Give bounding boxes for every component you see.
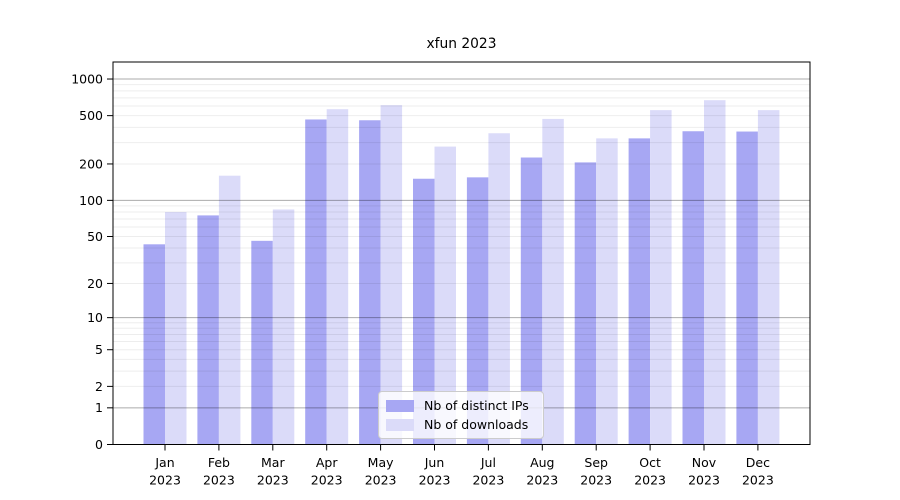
x-tick-label-year: 2023 xyxy=(419,473,451,488)
bar xyxy=(682,131,704,445)
x-tick-label-year: 2023 xyxy=(688,473,720,488)
x-tick-label-year: 2023 xyxy=(311,473,343,488)
bar xyxy=(305,119,327,445)
legend-item-downloads: Nb of downloads xyxy=(386,416,535,433)
x-tick-label-year: 2023 xyxy=(634,473,666,488)
x-tick-label-month: Feb xyxy=(208,455,230,470)
bar xyxy=(434,146,456,445)
x-tick-label-year: 2023 xyxy=(203,473,235,488)
bar xyxy=(542,118,564,445)
bar xyxy=(488,133,510,445)
bar xyxy=(520,157,543,445)
x-tick-label-year: 2023 xyxy=(149,473,181,488)
x-tick-label-year: 2023 xyxy=(742,473,774,488)
legend-label-distinct-ips: Nb of distinct IPs xyxy=(424,398,529,413)
x-tick-label-month: Sep xyxy=(584,455,608,470)
bar xyxy=(596,138,618,445)
x-tick-label-month: Nov xyxy=(692,455,717,470)
x-tick-label-year: 2023 xyxy=(365,473,397,488)
bar xyxy=(197,215,219,445)
y-tick-label: 10 xyxy=(87,310,103,325)
legend-label-downloads: Nb of downloads xyxy=(424,417,529,432)
x-tick-label-month: Jan xyxy=(154,455,174,470)
legend-item-distinct-ips: Nb of distinct IPs xyxy=(386,397,535,414)
y-tick-label: 20 xyxy=(87,276,103,291)
x-tick-label-month: May xyxy=(368,455,394,470)
bar xyxy=(380,105,403,445)
y-tick-label: 1000 xyxy=(71,71,103,86)
bar xyxy=(272,209,295,445)
bar xyxy=(143,244,165,445)
chart-title: xfun 2023 xyxy=(426,36,497,52)
bar xyxy=(251,240,273,445)
y-tick-label: 0 xyxy=(95,437,103,452)
x-tick-label-month: Oct xyxy=(639,455,661,470)
bar xyxy=(413,178,435,445)
y-tick-label: 2 xyxy=(95,379,103,394)
y-tick-label: 500 xyxy=(79,108,103,123)
y-tick-label: 50 xyxy=(87,229,103,244)
x-tick-label-year: 2023 xyxy=(526,473,558,488)
y-tick-label: 200 xyxy=(79,156,103,171)
bar xyxy=(326,109,349,445)
y-tick-label: 100 xyxy=(79,193,103,208)
x-tick-label-month: Jul xyxy=(480,455,496,470)
x-tick-label-month: Aug xyxy=(530,455,554,470)
x-tick-label-year: 2023 xyxy=(472,473,504,488)
legend-swatch-downloads xyxy=(386,418,414,431)
y-tick-label: 1 xyxy=(95,400,103,415)
bar xyxy=(359,120,381,445)
bar xyxy=(650,110,672,445)
bar xyxy=(704,100,726,445)
y-tick-label: 5 xyxy=(95,342,103,357)
bar xyxy=(736,131,758,445)
legend-swatch-distinct-ips xyxy=(386,399,414,412)
x-tick-label-month: Dec xyxy=(746,455,770,470)
bar xyxy=(165,212,187,445)
bar xyxy=(574,162,597,445)
x-tick-label-year: 2023 xyxy=(257,473,289,488)
bar xyxy=(466,177,489,445)
x-tick-label-year: 2023 xyxy=(580,473,612,488)
x-tick-label-month: Apr xyxy=(316,455,338,470)
legend: Nb of distinct IPs Nb of downloads xyxy=(378,391,544,439)
bar xyxy=(218,175,241,445)
bar xyxy=(757,110,780,445)
plot-border xyxy=(112,61,811,445)
x-tick-label-month: Mar xyxy=(261,455,285,470)
bar xyxy=(628,138,651,445)
x-tick-label-month: Jun xyxy=(424,455,445,470)
